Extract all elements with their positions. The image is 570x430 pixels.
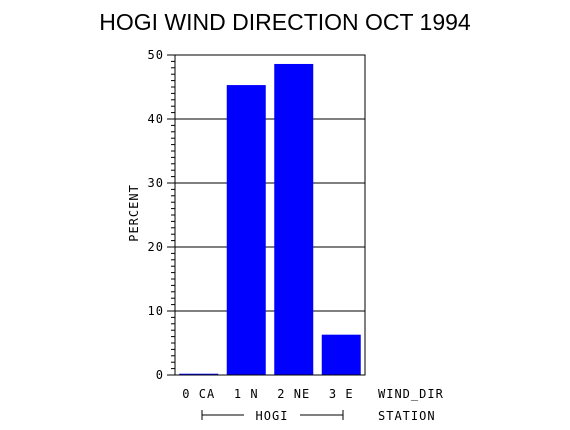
- gridlines: [175, 54, 365, 312]
- y-tick-label-0: 0: [156, 368, 164, 382]
- bar-0-ca: [179, 373, 219, 375]
- x-category-label: 0 CA: [182, 387, 215, 401]
- y-tick-label-20: 20: [148, 240, 164, 254]
- bar-2-ne: [274, 63, 314, 376]
- chart-title: HOGI WIND DIRECTION OCT 1994: [99, 9, 471, 35]
- bar-3-e: [321, 334, 361, 375]
- y-tick-label-40: 40: [148, 112, 164, 126]
- bar-1-n: [226, 85, 266, 375]
- group-bracket: [201, 410, 344, 420]
- group-label: HOGI: [256, 409, 289, 423]
- y-tick-label-30: 30: [148, 176, 164, 190]
- group-axis-label: STATION: [378, 409, 436, 423]
- x-category-label: 3 E: [329, 387, 354, 401]
- y-tick-label-10: 10: [148, 304, 164, 318]
- plot-frame: [174, 54, 366, 376]
- x-axis-labels: 0 CA 1 N 2 NE 3 E: [182, 387, 354, 401]
- axes: [174, 54, 366, 376]
- y-axis-ticks: 0 10 20 30 40 50: [148, 48, 175, 382]
- x-axis-label: WIND_DIR: [378, 387, 444, 401]
- x-category-label: 2 NE: [277, 387, 310, 401]
- x-category-label: 1 N: [234, 387, 259, 401]
- y-axis-label: PERCENT: [127, 184, 141, 242]
- y-tick-label-50: 50: [148, 48, 164, 62]
- bars: [179, 63, 361, 376]
